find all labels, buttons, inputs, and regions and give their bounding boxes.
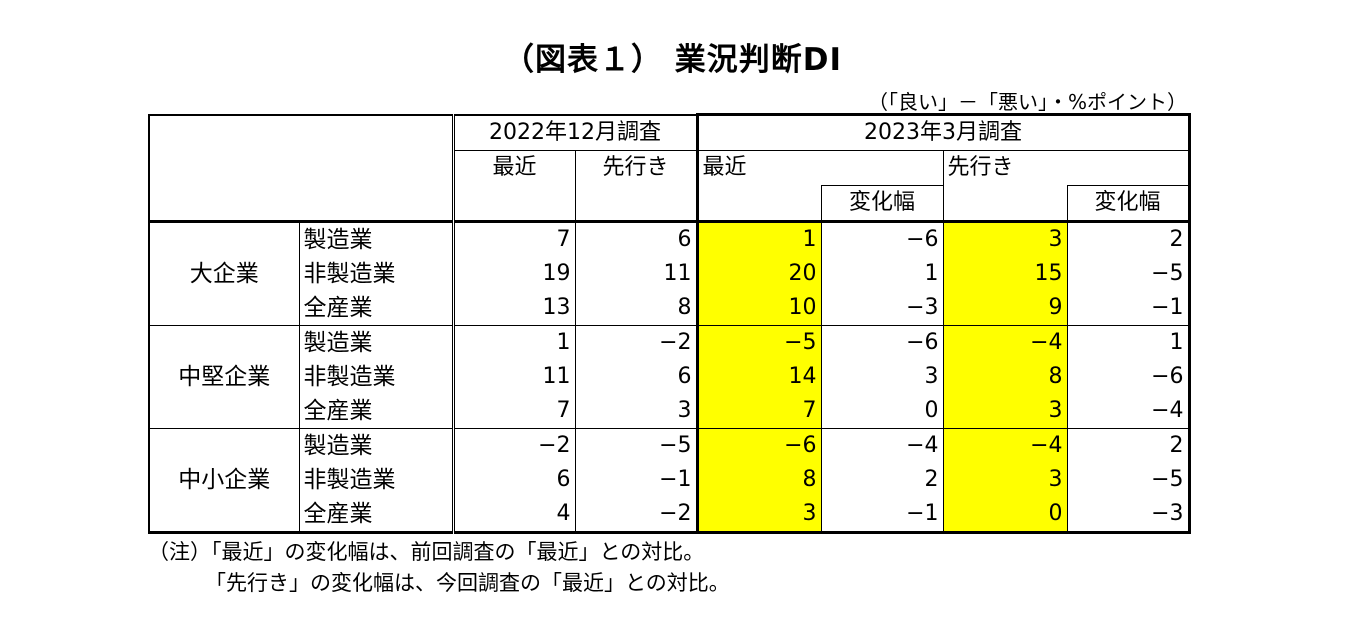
cell-prev-outlook: 11 xyxy=(575,257,698,291)
cell-prev-recent: 11 xyxy=(451,360,576,394)
table-row: 非製造業 11 6 14 3 8 −6 xyxy=(149,360,1191,394)
cell-prev-outlook: −1 xyxy=(575,463,698,497)
cell-outlook: 15 xyxy=(942,257,1067,291)
cell-recent-change: 3 xyxy=(820,360,943,394)
cell-recent-change: 0 xyxy=(820,394,943,429)
cell-outlook-change: −4 xyxy=(1066,394,1191,429)
cell-recent-change: −6 xyxy=(820,221,943,257)
header-curr-recent-spacer xyxy=(695,185,821,223)
cell-prev-recent: 19 xyxy=(451,257,576,291)
cell-outlook: 0 xyxy=(942,497,1067,534)
cell-prev-outlook: −2 xyxy=(575,497,698,534)
header-curr-outlook: 先行き xyxy=(942,150,1191,186)
cell-prev-outlook: −2 xyxy=(575,325,698,360)
header-curr-recent: 最近 xyxy=(695,150,943,186)
cell-prev-recent: 7 xyxy=(451,394,576,429)
table-row: 大企業 製造業 7 6 1 −6 3 2 xyxy=(148,221,1191,326)
cell-outlook: 9 xyxy=(942,291,1067,326)
cell-prev-recent: 6 xyxy=(451,463,576,497)
industry-label: 全産業 xyxy=(299,394,453,429)
note-line-2: 「先行き」の変化幅は、今回調査の「最近」との対比。 xyxy=(205,571,730,595)
cell-prev-outlook: 8 xyxy=(575,291,698,326)
sector-label: 大企業 xyxy=(148,221,300,326)
industry-label: 全産業 xyxy=(299,291,453,326)
industry-label: 全産業 xyxy=(299,497,453,534)
cell-recent: 7 xyxy=(695,394,821,429)
unit-note: （「良い」－「悪い」・%ポイント） xyxy=(867,90,1187,114)
cell-recent: 20 xyxy=(695,257,821,291)
cell-prev-recent: 13 xyxy=(451,291,576,326)
header-prev-recent: 最近 xyxy=(453,150,576,223)
cell-recent: 1 xyxy=(695,221,821,257)
sector-label: 中堅企業 xyxy=(148,325,300,429)
page-title: （図表１） 業況判断DI xyxy=(502,42,843,78)
header-curr-outlook-change: 変化幅 xyxy=(1066,185,1191,223)
table-row: 中小企業 製造業 −2 −5 −6 −4 −4 2 xyxy=(148,428,1191,534)
cell-prev-outlook: 6 xyxy=(575,221,698,257)
cell-recent-change: 1 xyxy=(820,257,943,291)
header-curr-outlook-spacer xyxy=(942,185,1067,223)
cell-recent: 14 xyxy=(695,360,821,394)
cell-recent: 8 xyxy=(695,463,821,497)
cell-outlook: −4 xyxy=(942,325,1067,360)
cell-prev-recent: 4 xyxy=(451,497,576,534)
header-prev-outlook: 先行き xyxy=(575,150,698,223)
di-table: 2022年12月調査 2023年3月調査 最近 先行き 最近 先行き 変化幅 変… xyxy=(148,113,1191,534)
table-row: 非製造業 19 11 20 1 15 −5 xyxy=(149,257,1191,291)
header-curr-recent-change: 変化幅 xyxy=(820,185,943,223)
cell-outlook: −4 xyxy=(942,428,1067,463)
cell-recent: 3 xyxy=(695,497,821,534)
cell-recent-change: −6 xyxy=(820,325,943,360)
industry-label: 非製造業 xyxy=(303,467,396,493)
cell-outlook: 3 xyxy=(942,221,1067,257)
industry-label: 製造業 xyxy=(303,227,373,253)
cell-outlook-change: 2 xyxy=(1066,428,1191,463)
industry-label: 製造業 xyxy=(303,433,373,459)
cell-prev-outlook: 6 xyxy=(575,360,698,394)
table-row: 全産業 4 −2 3 −1 0 −3 xyxy=(149,497,1191,534)
header-survey-prev: 2022年12月調査 xyxy=(453,113,698,151)
industry-label: 非製造業 xyxy=(303,364,396,390)
cell-outlook-change: −3 xyxy=(1066,497,1191,534)
cell-outlook-change: 1 xyxy=(1066,325,1191,360)
sector-label: 中小企業 xyxy=(148,428,300,534)
cell-outlook: 3 xyxy=(942,394,1067,429)
cell-recent-change: 2 xyxy=(820,463,943,497)
notes: （注）「最近」の変化幅は、前回調査の「最近」との対比。 「先行き」の変化幅は、今… xyxy=(148,537,730,599)
cell-recent-change: −3 xyxy=(820,291,943,326)
cell-prev-outlook: 3 xyxy=(575,394,698,429)
table-row: 全産業 7 3 7 0 3 −4 xyxy=(149,394,1191,429)
note-line-1: （注）「最近」の変化幅は、前回調査の「最近」との対比。 xyxy=(148,540,705,564)
cell-recent-change: −4 xyxy=(820,428,943,463)
cell-prev-recent: 1 xyxy=(451,325,576,360)
cell-outlook-change: −5 xyxy=(1066,257,1191,291)
cell-outlook-change: −6 xyxy=(1066,360,1191,394)
cell-prev-outlook: −5 xyxy=(575,428,698,463)
header-corner xyxy=(148,113,455,223)
table-row: 非製造業 6 −1 8 2 3 −5 xyxy=(149,463,1191,497)
cell-recent: −6 xyxy=(695,428,821,463)
cell-recent: −5 xyxy=(695,325,821,360)
industry-label: 非製造業 xyxy=(303,261,396,287)
cell-prev-recent: 7 xyxy=(451,221,576,257)
header-survey-curr: 2023年3月調査 xyxy=(695,113,1191,151)
cell-recent-change: −1 xyxy=(820,497,943,534)
table-row: 中堅企業 製造業 1 −2 −5 −6 −4 1 xyxy=(148,325,1191,429)
cell-outlook: 8 xyxy=(942,360,1067,394)
cell-recent: 10 xyxy=(695,291,821,326)
cell-outlook-change: −5 xyxy=(1066,463,1191,497)
cell-outlook: 3 xyxy=(942,463,1067,497)
table-row: 全産業 13 8 10 −3 9 −1 xyxy=(149,291,1191,326)
cell-outlook-change: 2 xyxy=(1066,221,1191,257)
cell-prev-recent: −2 xyxy=(451,428,576,463)
cell-outlook-change: −1 xyxy=(1066,291,1191,326)
industry-label: 製造業 xyxy=(303,330,373,356)
